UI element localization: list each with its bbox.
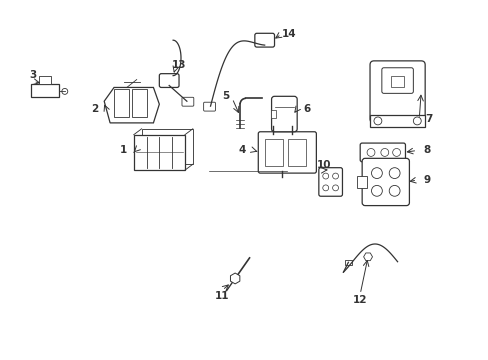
Circle shape [371, 185, 382, 196]
Text: 3: 3 [30, 69, 37, 80]
Text: 2: 2 [91, 104, 98, 114]
FancyBboxPatch shape [254, 33, 274, 47]
Circle shape [332, 173, 338, 179]
FancyBboxPatch shape [360, 143, 405, 162]
Text: 13: 13 [171, 60, 186, 70]
Text: 12: 12 [352, 295, 366, 305]
Text: 6: 6 [303, 104, 310, 114]
Bar [39, 76, 51, 84]
Bar [31, 84, 59, 97]
FancyBboxPatch shape [203, 102, 215, 111]
FancyBboxPatch shape [369, 61, 424, 123]
Text: 1: 1 [120, 145, 127, 156]
Bar [357, 176, 366, 188]
Text: 8: 8 [423, 145, 430, 156]
Circle shape [388, 185, 399, 196]
Circle shape [388, 168, 399, 179]
FancyBboxPatch shape [258, 132, 316, 173]
FancyBboxPatch shape [362, 158, 408, 206]
Bar [131, 89, 146, 117]
Bar [270, 110, 276, 118]
Text: 14: 14 [282, 29, 296, 39]
Polygon shape [230, 273, 239, 284]
Bar [114, 89, 128, 117]
FancyBboxPatch shape [159, 74, 179, 87]
Text: 11: 11 [215, 291, 229, 301]
Polygon shape [104, 87, 159, 123]
Circle shape [322, 185, 328, 191]
Circle shape [322, 173, 328, 179]
Bar [345, 260, 351, 265]
Text: 10: 10 [316, 160, 330, 170]
FancyBboxPatch shape [182, 97, 193, 106]
Circle shape [371, 168, 382, 179]
Circle shape [412, 117, 420, 125]
Bar [390, 76, 404, 87]
Circle shape [380, 148, 388, 156]
Bar [264, 139, 283, 166]
Bar [133, 135, 184, 170]
Bar [142, 129, 192, 164]
Polygon shape [363, 253, 372, 261]
Bar [369, 115, 424, 127]
Circle shape [62, 89, 68, 94]
Circle shape [366, 148, 374, 156]
Text: 9: 9 [423, 175, 430, 185]
Circle shape [392, 148, 400, 156]
Bar [287, 139, 305, 166]
Text: 5: 5 [222, 91, 229, 101]
FancyBboxPatch shape [381, 68, 412, 93]
Circle shape [373, 117, 381, 125]
Text: 4: 4 [238, 145, 245, 156]
Circle shape [332, 185, 338, 191]
FancyBboxPatch shape [271, 96, 297, 132]
FancyBboxPatch shape [318, 168, 342, 196]
Text: 7: 7 [425, 114, 432, 124]
